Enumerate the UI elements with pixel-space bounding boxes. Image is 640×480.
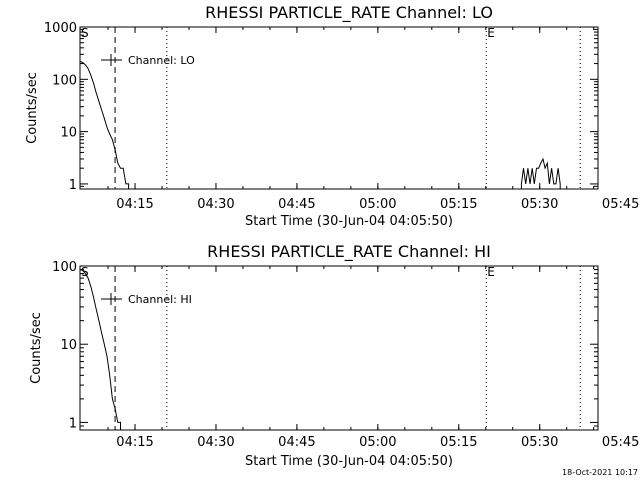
x-tick-label: 05:15 [440, 435, 477, 450]
y-tick-label: 100 [52, 260, 77, 275]
plot-frame [79, 265, 599, 431]
x-tick-label: 05:00 [359, 435, 396, 450]
series-line [79, 60, 130, 189]
x-tick-label: 04:30 [197, 435, 234, 450]
panel-hi: RHESSI PARTICLE_RATE Channel: HI 04:15 04:… [29, 242, 639, 469]
series-line [520, 157, 561, 189]
x-tick-label: 05:30 [521, 435, 558, 450]
panel-lo: RHESSI PARTICLE_RATE Channel: LO 04:15 04:… [25, 3, 639, 229]
x-tick-label: 04:45 [278, 435, 315, 450]
legend-label: Channel: LO [128, 54, 195, 67]
x-tick-label: 05:15 [440, 197, 477, 212]
x-tick-label: 05:30 [521, 197, 558, 212]
y-tick-label: 1 [69, 178, 77, 193]
timestamp: 18-Oct-2021 10:17 [562, 468, 638, 477]
end-marker: E [487, 265, 495, 279]
x-axis-label: Start Time (30-Jun-04 04:05:50) [245, 214, 453, 229]
legend-label: Channel: HI [128, 293, 192, 306]
chart-title: RHESSI PARTICLE_RATE Channel: HI [207, 242, 491, 262]
plot-frame [79, 26, 599, 190]
y-axis-label: Counts/sec [25, 72, 40, 144]
start-marker: S [81, 26, 89, 40]
y-axis-label: Counts/sec [29, 312, 44, 384]
start-marker: S [81, 265, 89, 279]
y-tick-label: 100 [52, 73, 77, 88]
x-tick-label: 04:15 [116, 435, 153, 450]
x-tick-label: 04:45 [278, 197, 315, 212]
y-tick-label: 10 [60, 126, 77, 141]
x-tick-label: 05:45 [602, 435, 639, 450]
series-line [79, 269, 121, 430]
x-axis-label: Start Time (30-Jun-04 04:05:50) [245, 454, 453, 469]
x-tick-label: 04:15 [116, 197, 153, 212]
x-tick-label: 05:00 [359, 197, 396, 212]
x-tick-label: 05:45 [602, 197, 639, 212]
y-tick-label: 10 [60, 338, 77, 353]
y-tick-label: 1 [69, 416, 77, 431]
x-tick-label: 04:30 [197, 197, 234, 212]
chart-title: RHESSI PARTICLE_RATE Channel: LO [205, 3, 493, 23]
y-tick-label: 1000 [44, 21, 77, 36]
end-marker: E [487, 26, 495, 40]
